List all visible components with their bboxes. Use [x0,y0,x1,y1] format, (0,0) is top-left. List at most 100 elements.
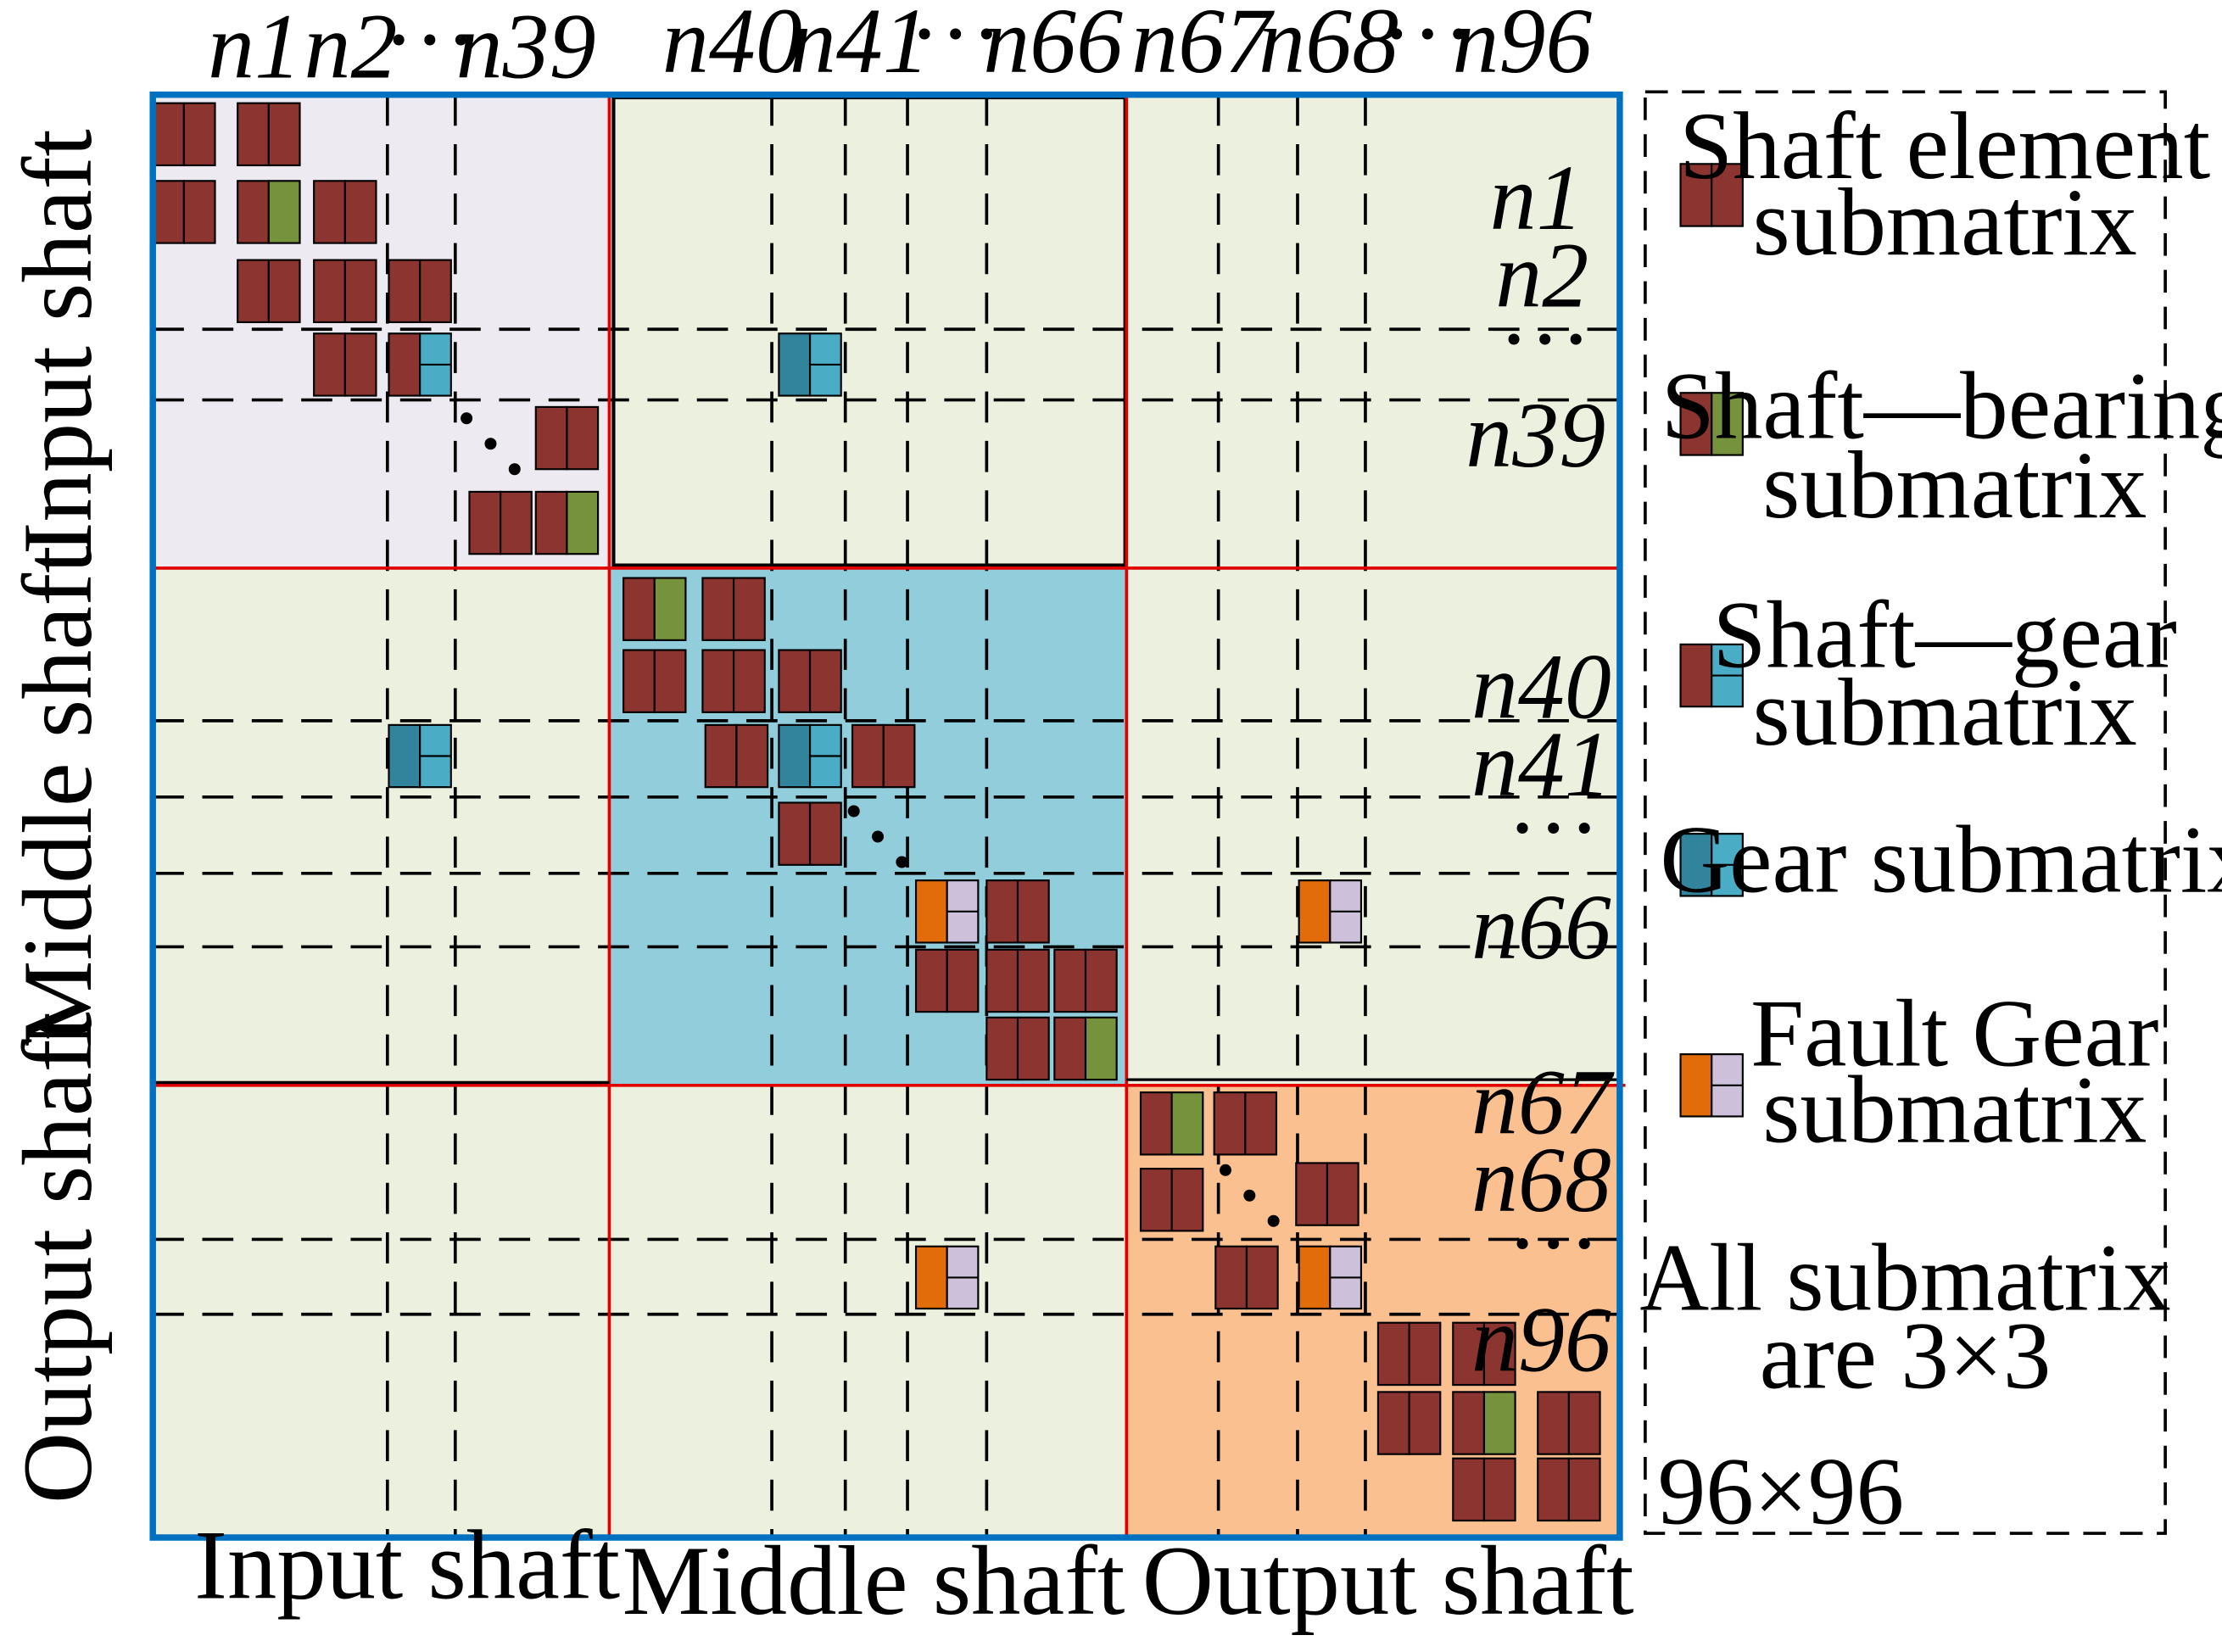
column-labels: n1 n2 ··· n39 n40 n41 ··· n66 n67 n68 ··… [208,0,1592,98]
col-label-n2: n2 [304,0,398,98]
shaft-bearing-submatrix-icon [1679,392,1744,456]
matrix-outer-frame [149,91,1623,1541]
legend-shaft-element-line1: Shaft element [1679,92,2210,199]
region-output-input [153,1085,610,1538]
region-middle-input [153,567,610,1086]
column-axis-labels: Input shaft Middle shaft Output shaft [194,1511,1633,1636]
row-label-n40: n40 [1471,635,1611,739]
se-block-24 [778,801,842,866]
sb-block-4 [237,180,301,244]
legend-shaft-bearing-line2: submatrix [1762,432,2147,539]
sb-block-13 [534,490,600,555]
col-label-n96: n96 [1452,0,1592,92]
diagonal-dot-9 [1267,1214,1280,1227]
se-block-29 [1053,948,1118,1013]
region-input-middle [609,94,1127,568]
col-label-n68: n68 [1259,0,1399,92]
region-input-output [1126,94,1620,568]
legend-fault-gear-line2: submatrix [1762,1056,2147,1163]
se-block-37 [1295,1162,1359,1226]
se-block-27 [914,948,980,1013]
se-block-2 [237,102,301,167]
fg-block-33 [914,1245,980,1310]
se-block-8 [388,259,452,324]
matrix-size-label: 96×96 [1658,1437,1905,1544]
col-label-n67: n67 [1131,0,1275,92]
sb-block-34 [1139,1091,1204,1156]
se-block-17 [701,577,766,641]
legend-gear-line1: Gear submatrix [1660,806,2222,913]
region-output-middle [609,1085,1127,1538]
legend-shaft-element-line2: submatrix [1753,169,2137,276]
row-labels: n1 n2 ··· n39 n40 n41 ··· n66 n67 n68 ··… [1466,146,1615,1391]
row-axis-middle-shaft: Middle shaft [3,545,113,1048]
col-axis-middle-shaft: Middle shaft [622,1526,1125,1636]
gear-submatrix-icon [1679,833,1744,897]
se-block-11 [534,405,600,471]
row-label-n66: n66 [1471,875,1611,979]
se-block-42 [1376,1391,1442,1455]
col-label-n66: n66 [983,0,1123,92]
se-block-23 [851,723,916,789]
row-label-n68: n68 [1471,1128,1611,1231]
se-block-7 [313,259,377,324]
se-block-21 [704,723,769,789]
row-label-dots-3: ··· [1507,1192,1600,1295]
legend-note-line1: All submatrix [1639,1225,2170,1331]
g-block-15 [388,723,452,789]
col-label-dots-2: ··· [909,0,1002,86]
col-label-dots-3: ··· [1381,0,1474,86]
se-block-38 [1214,1245,1279,1310]
sb-block-16 [622,577,687,641]
col-label-dots-1: ··· [383,0,477,91]
se-block-40 [1376,1321,1442,1387]
matrix-regions [153,94,1620,1538]
legend: Shaft element submatrix Shaft—bearing su… [1639,90,2222,1544]
row-axis-labels: Input shaft Middle shaft Output shaft [3,129,113,1504]
shaft-element-submatrix-icon [1679,163,1744,227]
col-axis-output-shaft: Output shaft [1142,1526,1634,1636]
fault-gear-submatrix-icon [1679,1053,1744,1118]
dashed-grid-lines [153,94,1620,1538]
col-label-n1: n1 [208,0,301,98]
row-label-n2: n2 [1495,224,1588,327]
se-block-36 [1139,1168,1204,1232]
se-block-1 [152,102,216,167]
col-label-n40: n40 [662,0,802,92]
diagonal-dot-4 [847,805,860,818]
col-label-n41: n41 [790,0,930,92]
se-block-41 [1452,1321,1516,1387]
row-label-n96: n96 [1471,1287,1611,1391]
legend-frame [1644,90,2167,1535]
sg-block-10 [388,332,452,397]
diagonal-dot-2 [484,438,497,450]
sb-block-43 [1452,1391,1516,1455]
se-block-44 [1537,1391,1601,1455]
row-label-n39: n39 [1466,383,1605,487]
g-block-22 [778,723,842,789]
diagonal-dot-3 [508,463,521,476]
row-axis-output-shaft: Output shaft [3,1012,113,1504]
fg-block-32 [1298,879,1363,944]
row-label-dots-1: ··· [1499,287,1592,391]
g-block-14 [778,332,842,397]
se-block-5 [313,180,377,244]
submatrix-blocks [152,102,1601,1522]
diagonal-dot-1 [461,412,473,425]
se-block-26 [985,879,1050,944]
legend-shaft-gear-line1: Shaft—gear [1712,582,2176,689]
legend-icons [1679,163,1744,1118]
diagonal-dot-6 [896,856,908,868]
legend-note-line2: are 3×3 [1760,1302,2052,1409]
region-separators [153,94,1626,1538]
se-block-35 [1213,1091,1278,1156]
diagonal-ellipsis-dots [461,412,1280,1227]
legend-fault-gear-line1: Fault Gear [1750,979,2158,1086]
row-label-n1: n1 [1490,146,1583,249]
sb-block-31 [1053,1016,1118,1081]
diagonal-dot-7 [1219,1164,1231,1176]
se-block-45 [1452,1457,1516,1522]
se-block-6 [237,259,301,324]
row-label-n41: n41 [1471,712,1611,816]
se-block-46 [1537,1457,1601,1522]
